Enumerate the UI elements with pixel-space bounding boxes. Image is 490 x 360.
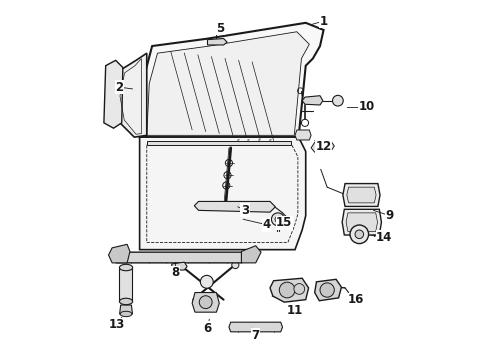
Polygon shape [115,53,147,137]
Circle shape [275,216,281,222]
Circle shape [175,261,182,269]
Text: 3: 3 [241,204,249,217]
Circle shape [333,95,343,106]
Polygon shape [119,267,132,301]
Polygon shape [207,39,227,45]
Circle shape [279,282,295,298]
Polygon shape [120,305,132,314]
Text: 14: 14 [376,231,392,244]
Polygon shape [172,262,187,270]
Text: 12: 12 [316,140,332,153]
Circle shape [271,213,284,226]
Text: 8: 8 [171,266,179,279]
Polygon shape [346,213,377,231]
Polygon shape [343,184,380,206]
Polygon shape [192,293,220,312]
Text: ε: ε [247,138,250,143]
Polygon shape [109,244,130,263]
Polygon shape [147,141,292,145]
Text: 6: 6 [203,322,212,335]
Text: ε: ε [258,138,261,143]
Circle shape [232,261,239,269]
Text: 2: 2 [115,81,123,94]
Text: 9: 9 [386,209,394,222]
Text: ε: ε [269,138,271,143]
Circle shape [200,275,213,288]
Text: 5: 5 [216,22,224,35]
Polygon shape [140,137,306,249]
Text: 11: 11 [287,304,303,317]
Polygon shape [140,23,323,137]
Circle shape [355,230,364,239]
Polygon shape [112,252,248,263]
Circle shape [320,283,334,297]
Circle shape [319,143,328,152]
Ellipse shape [120,311,132,317]
Polygon shape [229,322,283,332]
Text: 16: 16 [347,293,364,306]
Text: 15: 15 [276,216,293,229]
Text: ε: ε [236,138,239,143]
Polygon shape [315,279,342,301]
Polygon shape [104,60,123,128]
Polygon shape [194,202,275,212]
Polygon shape [147,32,309,135]
Text: 1: 1 [319,14,328,27]
Text: 7: 7 [252,329,260,342]
Polygon shape [295,130,311,140]
Polygon shape [347,187,376,203]
Text: 10: 10 [358,100,374,113]
Ellipse shape [120,298,133,305]
Circle shape [294,284,305,294]
Circle shape [199,296,212,309]
Polygon shape [342,209,381,235]
Polygon shape [302,96,323,105]
Text: 4: 4 [262,218,270,231]
Polygon shape [311,141,334,152]
Polygon shape [270,278,309,302]
Circle shape [350,225,368,244]
Text: 13: 13 [108,318,124,331]
Polygon shape [242,246,261,263]
Ellipse shape [120,264,133,271]
